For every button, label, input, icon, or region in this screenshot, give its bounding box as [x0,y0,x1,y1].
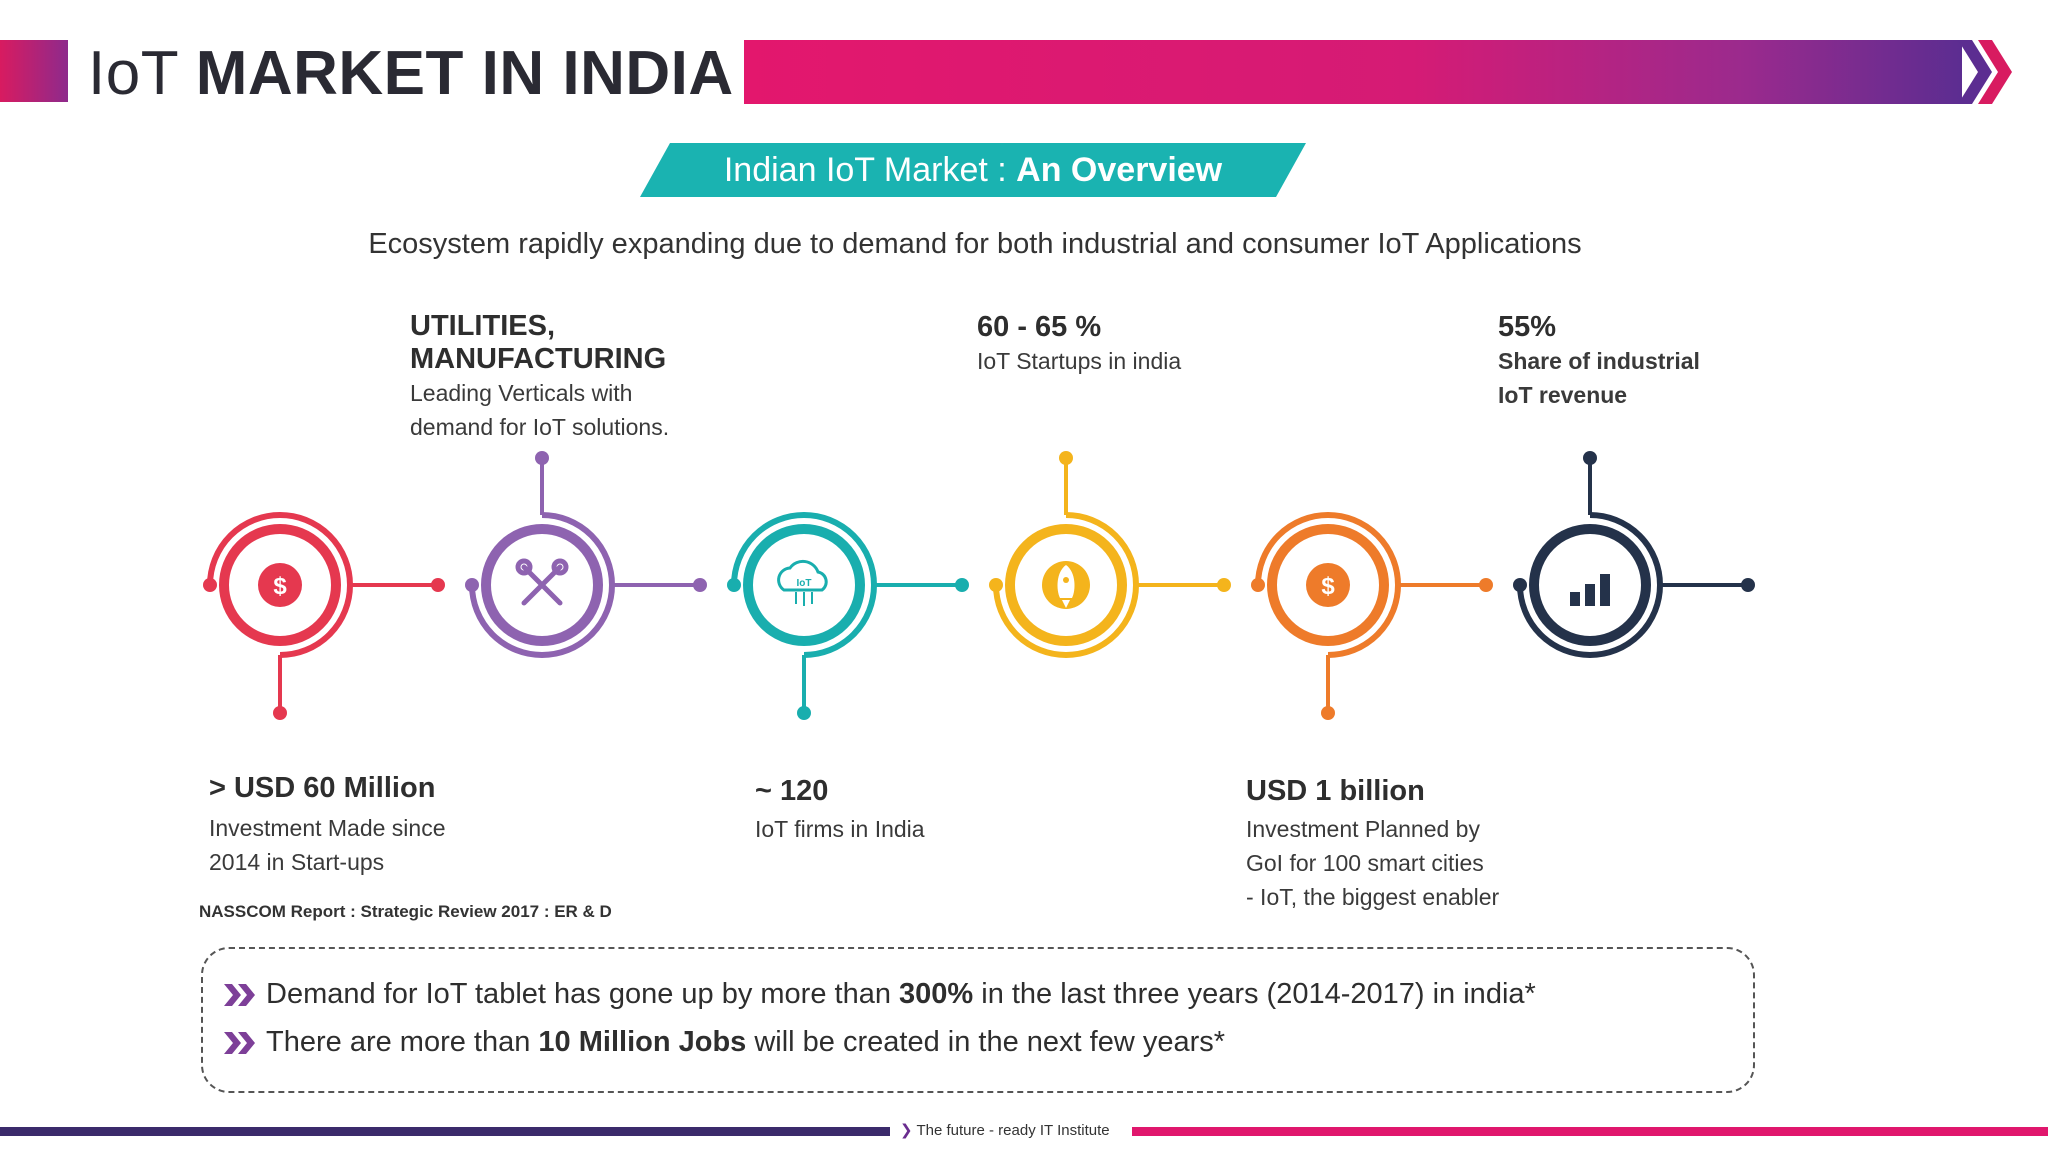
svg-text:$: $ [1321,573,1335,600]
footer-bar-left [0,1127,890,1136]
overview-subtitle: Ecosystem rapidly expanding due to deman… [368,228,1582,260]
highlight-2-post: will be created in the next few years* [746,1026,1226,1058]
page-title-bold: MARKET IN INDIA [195,39,734,108]
footer-bar-right [1132,1127,2048,1136]
stat-verticals-title1: UTILITIES, [410,310,555,342]
stat-firms-title: ~ 120 [755,775,829,807]
stat-investment-title: > USD 60 Million [209,772,436,804]
stat-industrial-desc2: IoT revenue [1498,382,1628,408]
overview-banner-text: Indian IoT Market : An Overview [640,143,1306,197]
timeline-node-investment: $ [203,512,445,720]
iot-cloud-label: IoT [797,578,812,589]
highlights-box [201,947,1755,1093]
header-chevron-icon [1958,40,2012,104]
stat-smart-cities-desc1: Investment Planned by [1246,816,1480,842]
stat-investment-desc2: 2014 in Start-ups [209,849,385,875]
footer-chevron-icon: ❯ [900,1122,913,1139]
stat-startups: 60 - 65 % IoT Startups in india [977,311,1181,378]
tools-icon [515,558,569,606]
stat-investment-desc1: Investment Made since [209,815,446,841]
overview-banner [640,143,1306,197]
stat-industrial: 55% Share of industrial IoT revenue [1498,311,1700,412]
double-chevron-icon [224,984,255,1006]
dollar-coin-icon: $ [1306,563,1350,607]
timeline-node-industrial [1513,451,1755,658]
stat-smart-cities-desc2: GoI for 100 smart cities [1246,850,1484,876]
timeline-node-smart-cities: $ [1251,512,1493,720]
page-title-light: IoT [88,39,178,108]
stat-smart-cities-title: USD 1 billion [1246,775,1425,807]
stat-industrial-title: 55% [1498,311,1557,343]
stat-industrial-desc1: Share of industrial [1498,348,1700,374]
stat-firms: ~ 120 IoT firms in India [755,775,925,846]
stat-verticals: UTILITIES, MANUFACTURING Leading Vertica… [410,310,669,444]
timeline-node-startups [989,451,1231,658]
svg-text:$: $ [273,573,287,600]
timeline-node-verticals [465,451,707,658]
highlight-1-bold: 300% [899,978,974,1010]
header-gradient-bar [744,40,1962,104]
highlight-2-bold: 10 Million Jobs [538,1026,747,1058]
stat-startups-title: 60 - 65 % [977,311,1102,343]
iot-cloud-icon: IoT [777,559,828,606]
stat-verticals-desc1: Leading Verticals with [410,380,633,406]
highlight-line-1: Demand for IoT tablet has gone up by mor… [224,978,1536,1011]
stat-smart-cities-desc3: - IoT, the biggest enabler [1246,884,1500,910]
stat-verticals-desc2: demand for IoT solutions. [410,414,670,440]
source-citation: NASSCOM Report : Strategic Review 2017 :… [199,902,612,921]
highlight-1-pre: Demand for IoT tablet has gone up by mor… [266,978,900,1010]
bar-chart-icon [1570,574,1610,606]
timeline-node-firms: IoT [727,512,969,720]
footer-tagline: ❯ The future - ready IT Institute [900,1121,1110,1139]
highlight-1-post: in the last three years (2014-2017) in i… [973,978,1536,1010]
overview-banner-prefix: Indian IoT Market : [723,151,1017,189]
highlight-line-2: There are more than 10 Million Jobs will… [224,1026,1226,1059]
stat-startups-desc1: IoT Startups in india [977,348,1182,374]
stat-firms-desc1: IoT firms in India [755,816,925,842]
double-chevron-icon [224,1032,255,1054]
header-accent-block [0,40,68,102]
dollar-coin-icon: $ [258,563,302,607]
stat-investment: > USD 60 Million Investment Made since 2… [209,772,446,879]
footer-tagline-text: The future - ready IT Institute [916,1122,1110,1139]
stat-smart-cities: USD 1 billion Investment Planned by GoI … [1246,775,1499,914]
overview-banner-bold: An Overview [1016,151,1223,189]
rocket-icon [1042,561,1090,609]
highlight-2-pre: There are more than [266,1026,539,1058]
page-title: IoT MARKET IN INDIA [88,36,734,112]
stat-verticals-title2: MANUFACTURING [410,343,667,375]
